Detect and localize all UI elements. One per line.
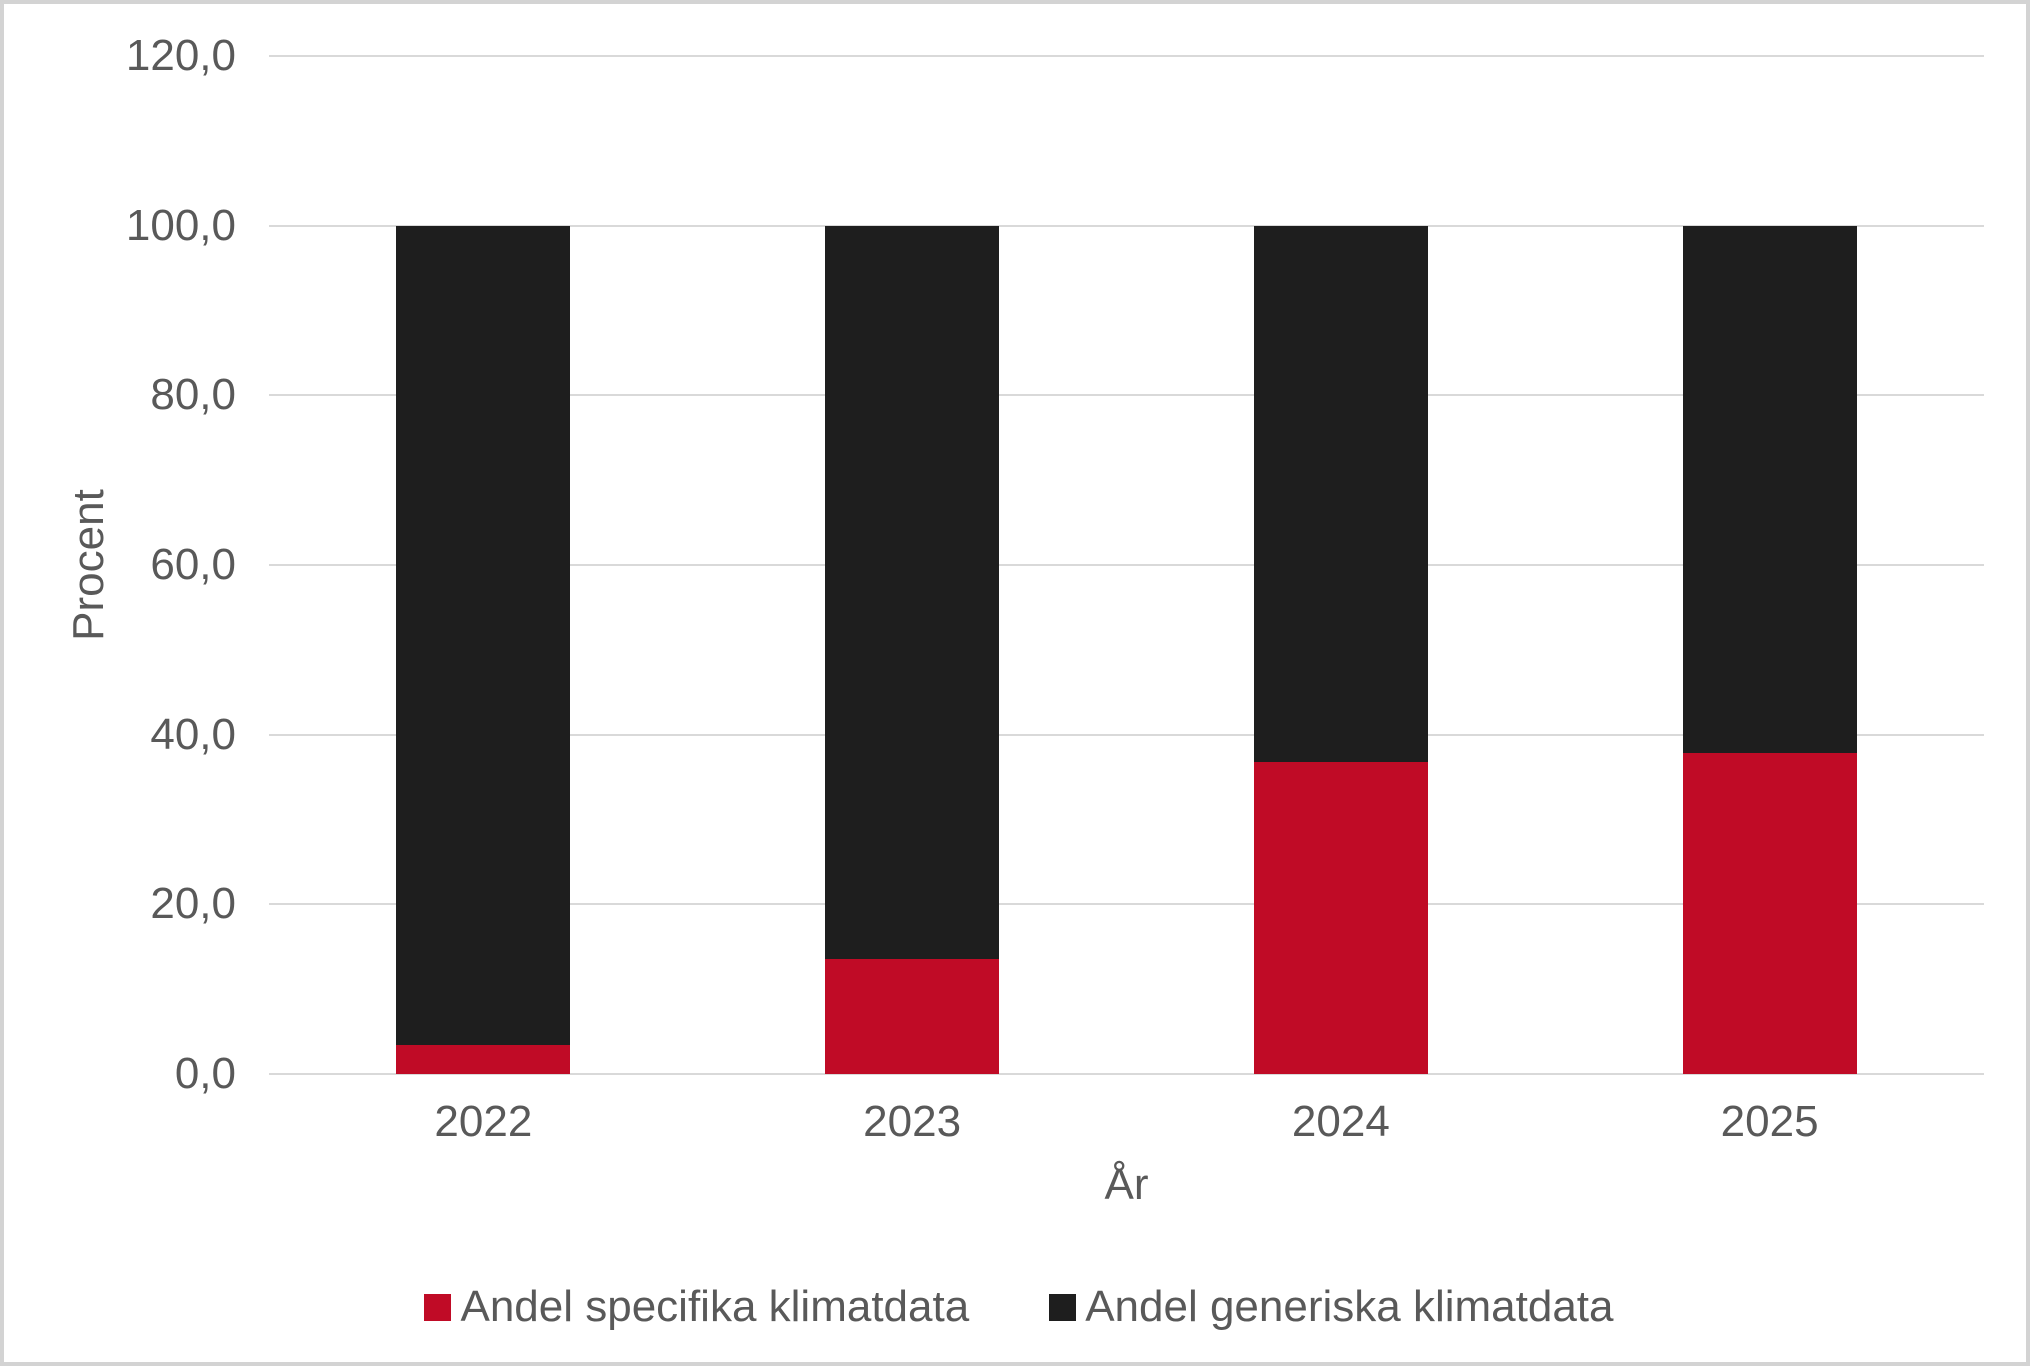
chart-legend: Andel specifika klimatdata Andel generisk… [4, 1280, 2030, 1334]
bar-segment-2022-specifika [396, 1045, 571, 1074]
gridline-80,0 [269, 394, 1984, 397]
y-tick-label-60,0: 60,0 [150, 540, 236, 589]
legend-swatch-icon [424, 1293, 452, 1321]
legend-swatch-icon [1049, 1293, 1077, 1321]
bar-stack-2023 [825, 56, 1000, 1074]
bar-segment-2025-generiska [1682, 225, 1857, 754]
bar-segment-2023-generiska [825, 225, 1000, 960]
bar-stack-2024 [1253, 56, 1428, 1074]
legend-item-generiska: Andel generiska klimatdata [1049, 1280, 1614, 1334]
x-tick-label-2023: 2023 [863, 1097, 962, 1146]
x-tick-label-2025: 2025 [1720, 1097, 1819, 1146]
y-tick-label-20,0: 20,0 [150, 879, 236, 929]
x-tick-label-2024: 2024 [1291, 1097, 1390, 1146]
legend-label: Andel generiska klimatdata [1085, 1282, 1614, 1331]
bar-segment-2024-specifika [1253, 761, 1428, 1074]
x-axis-tick-labels: 2022 2023 2024 2025 [269, 1096, 1984, 1148]
gridline-60,0 [269, 564, 1984, 566]
gridline-0,0 [269, 1073, 1984, 1075]
y-tick-label-40,0: 40,0 [150, 709, 236, 759]
x-tick-label-2022: 2022 [434, 1097, 533, 1146]
bar-stack-2022 [396, 56, 571, 1074]
legend-label: Andel specifika klimatdata [460, 1282, 970, 1331]
gridline-20,0 [269, 903, 1984, 906]
y-tick-label-0,0: 0,0 [174, 1049, 236, 1098]
y-tick-label-100,0: 100,0 [125, 200, 236, 250]
y-tick-label-120,0: 120,0 [125, 31, 236, 80]
bar-segment-2022-generiska [396, 225, 571, 1046]
y-tick-label-80,0: 80,0 [150, 370, 236, 420]
gridline-100,0 [269, 224, 1984, 227]
gridline-40,0 [269, 733, 1984, 736]
plot-area [269, 55, 1984, 1075]
bar-segment-2024-generiska [1253, 225, 1428, 762]
bar-segment-2023-specifika [825, 959, 1000, 1074]
bar-segment-2025-specifika [1682, 753, 1857, 1074]
x-axis-title: År [1104, 1160, 1149, 1209]
gridline-120,0 [269, 55, 1984, 57]
bar-stack-2025 [1682, 56, 1857, 1074]
legend-item-specifika: Andel specifika klimatdata [424, 1280, 969, 1334]
y-axis-tick-labels: 0,0 20,0 40,0 60,0 80,0 100,0 120,0 [4, 32, 236, 1098]
